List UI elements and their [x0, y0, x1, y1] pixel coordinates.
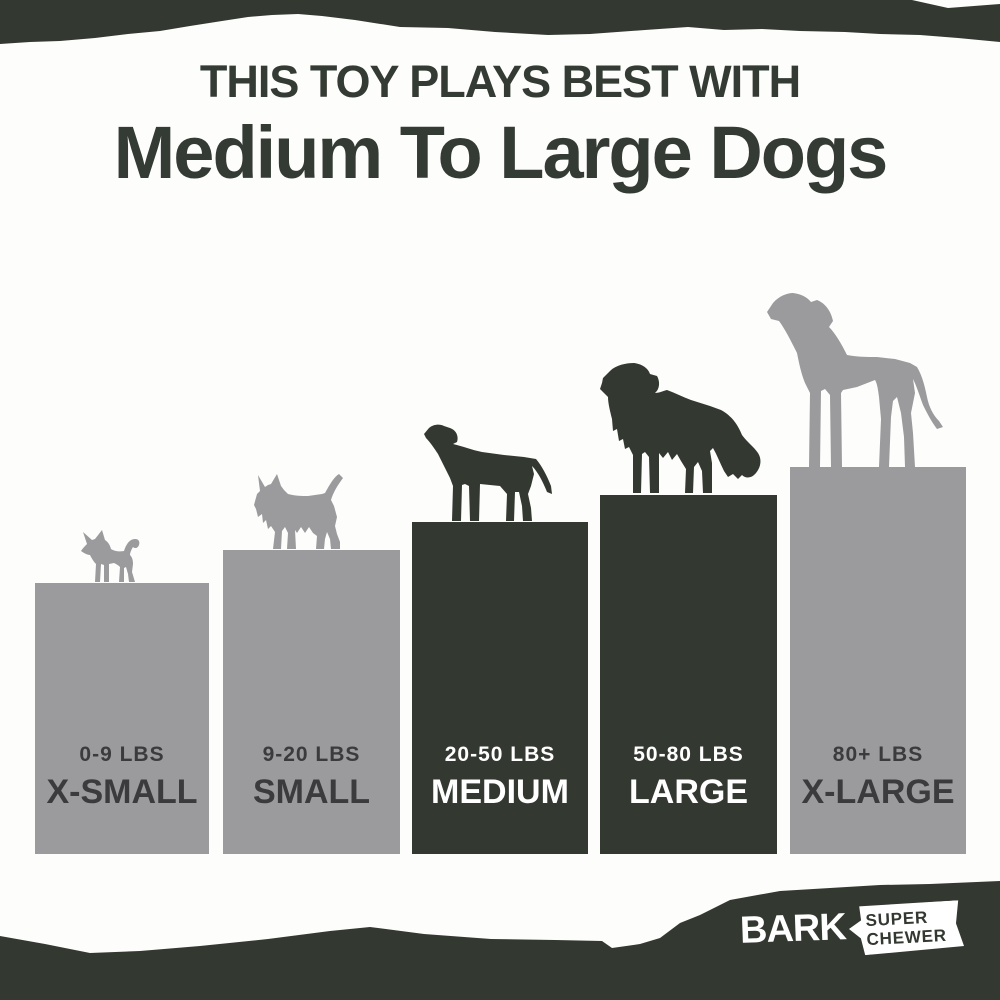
- size-bar-large: 50-80 LBS LARGE: [600, 495, 777, 854]
- size-name-label: SMALL: [252, 773, 371, 811]
- great-dane-silhouette-icon: [767, 293, 967, 467]
- weight-range-label: 50-80 LBS: [633, 743, 744, 766]
- torn-paper-top-edge: [0, 0, 1000, 44]
- chihuahua-silhouette-icon: [78, 527, 150, 583]
- weight-range-label: 9-20 LBS: [262, 743, 361, 766]
- super-chewer-badge: SUPER CHEWER: [848, 900, 964, 956]
- size-bar-small: 9-20 LBS SMALL: [223, 550, 400, 854]
- weight-range-label: 0-9 LBS: [79, 743, 165, 766]
- labrador-silhouette-icon: [424, 424, 552, 522]
- size-name-label: LARGE: [629, 773, 748, 811]
- size-name-label: X-SMALL: [46, 773, 198, 811]
- super-chewer-line2: CHEWER: [866, 925, 948, 950]
- bark-logo: BARK: [739, 906, 847, 952]
- size-name-label: MEDIUM: [431, 773, 569, 811]
- size-name-label: X-LARGE: [801, 773, 955, 811]
- size-bar-x-small: 0-9 LBS X-SMALL: [35, 583, 209, 854]
- page-title: Medium To Large Dogs: [113, 111, 889, 194]
- terrier-silhouette-icon: [250, 472, 354, 550]
- golden-retriever-silhouette-icon: [600, 363, 763, 495]
- size-bar-medium: 20-50 LBS MEDIUM: [412, 522, 588, 854]
- eyebrow-text: THIS TOY PLAYS BEST WITH: [199, 56, 801, 107]
- torn-paper-bottom-edge: [0, 881, 1000, 1000]
- weight-range-label: 20-50 LBS: [444, 743, 556, 766]
- weight-range-label: 80+ LBS: [832, 743, 924, 766]
- size-bar-x-large: 80+ LBS X-LARGE: [790, 467, 966, 854]
